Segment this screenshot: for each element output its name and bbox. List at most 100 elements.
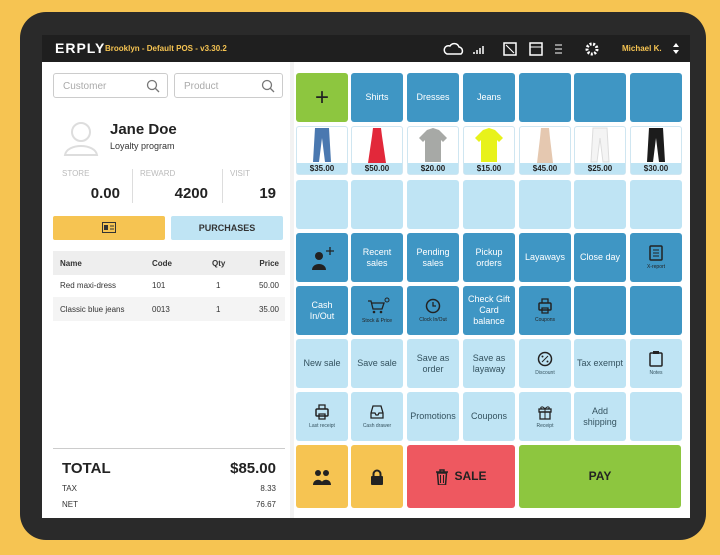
product-tile[interactable]: $15.00 xyxy=(463,126,515,175)
tile-label: Jeans xyxy=(476,92,502,102)
product-tile[interactable]: $25.00 xyxy=(574,126,626,175)
tax-label: TAX xyxy=(62,484,77,493)
empty-tile[interactable] xyxy=(519,73,571,122)
category-tile[interactable]: Jeans xyxy=(463,73,515,122)
coupon-icon xyxy=(538,298,552,314)
tile-label: Pickup orders xyxy=(475,246,503,268)
function-tile[interactable]: Close day xyxy=(574,233,626,282)
function-tile[interactable]: Notes xyxy=(630,339,682,388)
cart-cell[interactable]: 101 xyxy=(152,281,166,290)
printer-icon xyxy=(315,404,329,420)
tile-label: Tax exempt xyxy=(576,358,624,368)
product-image xyxy=(537,128,553,163)
function-tile[interactable]: Receipt xyxy=(519,392,571,441)
product-tile[interactable]: $35.00 xyxy=(296,126,348,175)
function-tile[interactable]: Clock In/Out xyxy=(407,286,459,335)
product-tile[interactable]: $50.00 xyxy=(351,126,403,175)
function-tile[interactable]: Stock & Price xyxy=(351,286,403,335)
add-customer-tile[interactable] xyxy=(296,233,348,282)
customer-card-button[interactable] xyxy=(53,216,165,240)
function-tile[interactable]: Save sale xyxy=(351,339,403,388)
function-tile[interactable]: New sale xyxy=(296,339,348,388)
function-tile[interactable]: Coupons xyxy=(463,392,515,441)
gift-icon xyxy=(538,406,552,420)
screen: ERPLY Brooklyn - Default POS - v3.30.2 M… xyxy=(42,35,690,518)
product-price: $20.00 xyxy=(408,163,458,174)
cart-cell[interactable]: 0013 xyxy=(152,305,170,314)
cart-cell[interactable]: 1 xyxy=(216,281,221,290)
tile-label: Recent sales xyxy=(362,246,392,268)
category-tile[interactable]: Shirts xyxy=(351,73,403,122)
empty-tile[interactable] xyxy=(630,180,682,229)
function-tile[interactable]: Tax exempt xyxy=(574,339,626,388)
tile-label: Cash drawer xyxy=(362,423,392,429)
discount-icon xyxy=(537,351,553,367)
function-tile[interactable]: X-report xyxy=(630,233,682,282)
user-name[interactable]: Michael K. xyxy=(622,44,662,53)
product-price: $45.00 xyxy=(520,163,570,174)
empty-tile[interactable] xyxy=(574,180,626,229)
product-tile[interactable]: $20.00 xyxy=(407,126,459,175)
function-tile[interactable]: Cash drawer xyxy=(351,392,403,441)
empty-tile[interactable] xyxy=(630,73,682,122)
category-tile[interactable]: Dresses xyxy=(407,73,459,122)
empty-tile[interactable] xyxy=(519,180,571,229)
empty-tile[interactable] xyxy=(574,73,626,122)
tile-label: Coupons xyxy=(470,411,508,421)
status-icons[interactable] xyxy=(442,39,602,59)
function-tile[interactable]: Layaways xyxy=(519,233,571,282)
user-toggle[interactable] xyxy=(672,42,680,55)
net-label: NET xyxy=(62,500,78,509)
top-bar: ERPLY Brooklyn - Default POS - v3.30.2 M… xyxy=(42,35,690,62)
total-value: $85.00 xyxy=(230,460,276,477)
empty-tile[interactable] xyxy=(630,392,682,441)
search-icon xyxy=(146,79,160,93)
lock-button[interactable] xyxy=(351,445,403,508)
cart-cell[interactable]: Classic blue jeans xyxy=(60,305,125,314)
product-price: $30.00 xyxy=(631,163,681,174)
sale-button[interactable]: SALE xyxy=(407,445,515,508)
function-tile[interactable]: Cash In/Out xyxy=(296,286,348,335)
product-tile[interactable]: $30.00 xyxy=(630,126,682,175)
loyalty-program: Loyalty program xyxy=(110,141,175,151)
tile-label: Save as layaway xyxy=(472,352,506,374)
function-tile[interactable]: Save as order xyxy=(407,339,459,388)
card-icon xyxy=(102,222,116,233)
product-price: $15.00 xyxy=(464,163,514,174)
clock-icon xyxy=(425,298,441,314)
pay-button[interactable]: PAY xyxy=(519,445,681,508)
button-label: SALE xyxy=(454,469,487,483)
purchases-button[interactable]: PURCHASES xyxy=(171,216,283,240)
empty-tile[interactable] xyxy=(463,180,515,229)
empty-tile[interactable] xyxy=(407,180,459,229)
customers-button[interactable] xyxy=(296,445,348,508)
cart-cell[interactable]: 50.00 xyxy=(258,281,279,290)
add-button[interactable]: + xyxy=(296,73,348,122)
function-tile[interactable]: Promotions xyxy=(407,392,459,441)
function-tile[interactable]: Add shipping xyxy=(574,392,626,441)
empty-tile[interactable] xyxy=(574,286,626,335)
product-tile[interactable]: $45.00 xyxy=(519,126,571,175)
cart-cell[interactable]: Red maxi-dress xyxy=(60,281,117,290)
empty-tile[interactable] xyxy=(351,180,403,229)
function-tile[interactable]: Last receipt xyxy=(296,392,348,441)
function-tile[interactable]: Discount xyxy=(519,339,571,388)
customer-search[interactable]: Customer xyxy=(53,73,168,98)
function-tile[interactable]: Pending sales xyxy=(407,233,459,282)
net-value: 76.67 xyxy=(255,500,276,509)
function-tile[interactable]: Check Gift Card balance xyxy=(463,286,515,335)
customers-icon xyxy=(313,469,331,485)
function-tile[interactable]: Pickup orders xyxy=(463,233,515,282)
empty-tile[interactable] xyxy=(630,286,682,335)
tile-label: Save as order xyxy=(416,352,450,374)
function-tile[interactable]: Coupons xyxy=(519,286,571,335)
product-search[interactable]: Product xyxy=(174,73,283,98)
tile-label: New sale xyxy=(303,358,341,368)
divider xyxy=(132,169,133,203)
tile-label: Stock & Price xyxy=(361,318,392,324)
function-tile[interactable]: Save as layaway xyxy=(463,339,515,388)
cart-cell[interactable]: 1 xyxy=(216,305,221,314)
empty-tile[interactable] xyxy=(296,180,348,229)
cart-cell[interactable]: 35.00 xyxy=(258,305,279,314)
function-tile[interactable]: Recent sales xyxy=(351,233,403,282)
